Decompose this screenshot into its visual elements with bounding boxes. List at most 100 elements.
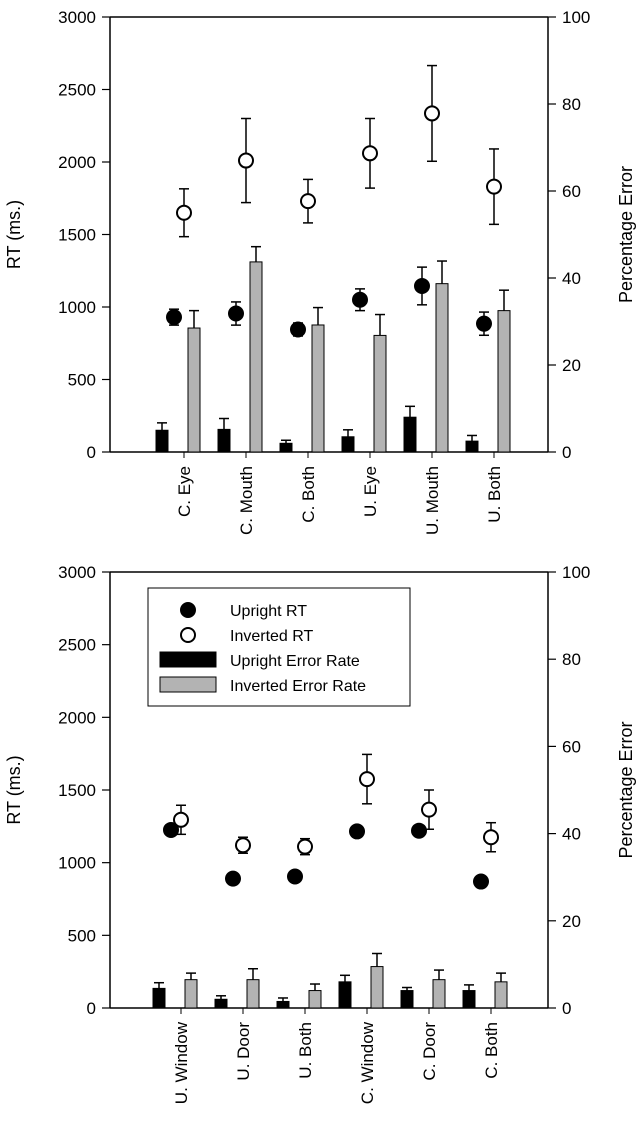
upright-rt-point	[349, 823, 365, 840]
right-tick-label: 100	[562, 8, 590, 27]
category-label: U. Both	[296, 1022, 315, 1079]
category-label: C. Eye	[175, 466, 194, 517]
inverted-error-bar	[494, 981, 508, 1009]
upright-error-bar	[279, 442, 293, 453]
upright-rt-point	[411, 822, 427, 839]
left-tick-label: 3000	[58, 8, 96, 27]
category-label: U. Door	[234, 1022, 253, 1081]
inverted-error-bar	[435, 283, 449, 453]
left-tick-label: 500	[68, 371, 96, 390]
inverted-error-bar	[432, 979, 446, 1009]
right-axis-title: Percentage Error	[616, 166, 636, 303]
legend-label: Upright Error Rate	[230, 653, 360, 670]
left-tick-label: 1500	[58, 781, 96, 800]
legend-swatch	[159, 651, 217, 668]
legend-label: Inverted RT	[230, 628, 314, 645]
upright-rt-point	[166, 309, 182, 326]
upright-rt-point	[163, 821, 179, 838]
right-tick-label: 80	[562, 95, 581, 114]
upright-rt-point	[228, 305, 244, 322]
left-tick-label: 1500	[58, 226, 96, 245]
inverted-rt-point	[362, 145, 378, 162]
inverted-rt-point	[483, 829, 499, 846]
upright-rt-point	[414, 277, 430, 294]
legend: Upright RT Inverted RT Upright Error Rate I…	[147, 587, 411, 707]
inverted-rt-point	[173, 811, 189, 828]
inverted-rt-point	[238, 152, 254, 169]
inverted-rt-point	[424, 105, 440, 122]
inverted-rt-point	[486, 178, 502, 195]
inverted-error-bar	[370, 966, 384, 1009]
left-tick-label: 2000	[58, 708, 96, 727]
right-tick-label: 0	[562, 443, 571, 462]
upright-error-bar	[462, 990, 476, 1009]
legend-label: Inverted Error Rate	[230, 678, 366, 695]
left-axis-title: RT (ms.)	[4, 755, 24, 824]
left-tick-label: 0	[87, 999, 96, 1018]
legend-swatch	[180, 627, 196, 643]
upright-rt-point	[473, 873, 489, 890]
upright-error-bar	[155, 429, 169, 453]
inverted-rt-point	[421, 801, 437, 818]
category-label: U. Eye	[361, 466, 380, 517]
top-chart: 0 500 1000 1500 2000 2500 3000 0 20 40 60 80 100 RT (…	[4, 8, 636, 535]
left-tick-label: 500	[68, 926, 96, 945]
category-label: C. Mouth	[237, 466, 256, 535]
upright-error-bar	[152, 987, 166, 1009]
upright-error-bar	[338, 981, 352, 1009]
upright-rt-point	[287, 868, 303, 885]
upright-error-bar	[217, 428, 231, 453]
upright-error-bar	[214, 998, 228, 1009]
legend-swatch	[159, 676, 217, 693]
right-tick-label: 0	[562, 999, 571, 1018]
category-label: U. Mouth	[423, 466, 442, 535]
upright-rt-point	[290, 321, 306, 338]
left-tick-label: 3000	[58, 563, 96, 582]
category-label: U. Window	[172, 1021, 191, 1104]
left-tick-label: 1000	[58, 854, 96, 873]
inverted-error-bar	[249, 261, 263, 453]
bottom-chart: 0 500 1000 1500 2000 2500 3000 0 20 40 60 80 100 RT (…	[4, 563, 636, 1104]
inverted-error-bar	[497, 310, 511, 453]
left-tick-label: 1000	[58, 298, 96, 317]
right-tick-label: 80	[562, 650, 581, 669]
legend-swatch	[180, 602, 196, 618]
right-tick-label: 100	[562, 563, 590, 582]
upright-error-bar	[465, 440, 479, 453]
category-label: C. Both	[482, 1022, 501, 1079]
inverted-rt-point	[297, 838, 313, 855]
inverted-error-bar	[187, 327, 201, 453]
right-tick-label: 40	[562, 269, 581, 288]
left-tick-label: 2500	[58, 636, 96, 655]
left-tick-label: 2500	[58, 81, 96, 100]
left-tick-label: 0	[87, 443, 96, 462]
upright-error-bar	[276, 1000, 290, 1009]
category-label: C. Both	[299, 466, 318, 523]
inverted-rt-point	[235, 837, 251, 854]
right-tick-label: 20	[562, 912, 581, 931]
right-tick-label: 60	[562, 182, 581, 201]
upright-rt-point	[352, 291, 368, 308]
legend-label: Upright RT	[230, 603, 307, 620]
right-tick-label: 60	[562, 737, 581, 756]
inverted-rt-point	[359, 771, 375, 788]
category-label: U. Both	[485, 466, 504, 523]
category-label: C. Door	[420, 1022, 439, 1081]
upright-error-bar	[400, 990, 414, 1009]
left-axis-title: RT (ms.)	[4, 200, 24, 269]
upright-error-bar	[403, 416, 417, 453]
right-axis-title: Percentage Error	[616, 721, 636, 858]
upright-rt-point	[225, 870, 241, 887]
inverted-error-bar	[308, 990, 322, 1009]
inverted-error-bar	[246, 979, 260, 1009]
inverted-rt-point	[300, 193, 316, 210]
inverted-error-bar	[311, 324, 325, 453]
category-label: C. Window	[358, 1021, 377, 1104]
inverted-error-bar	[373, 334, 387, 453]
inverted-error-bar	[184, 979, 198, 1009]
inverted-rt-point	[176, 204, 192, 221]
right-tick-label: 40	[562, 825, 581, 844]
upright-error-bar	[341, 436, 355, 453]
right-tick-label: 20	[562, 356, 581, 375]
